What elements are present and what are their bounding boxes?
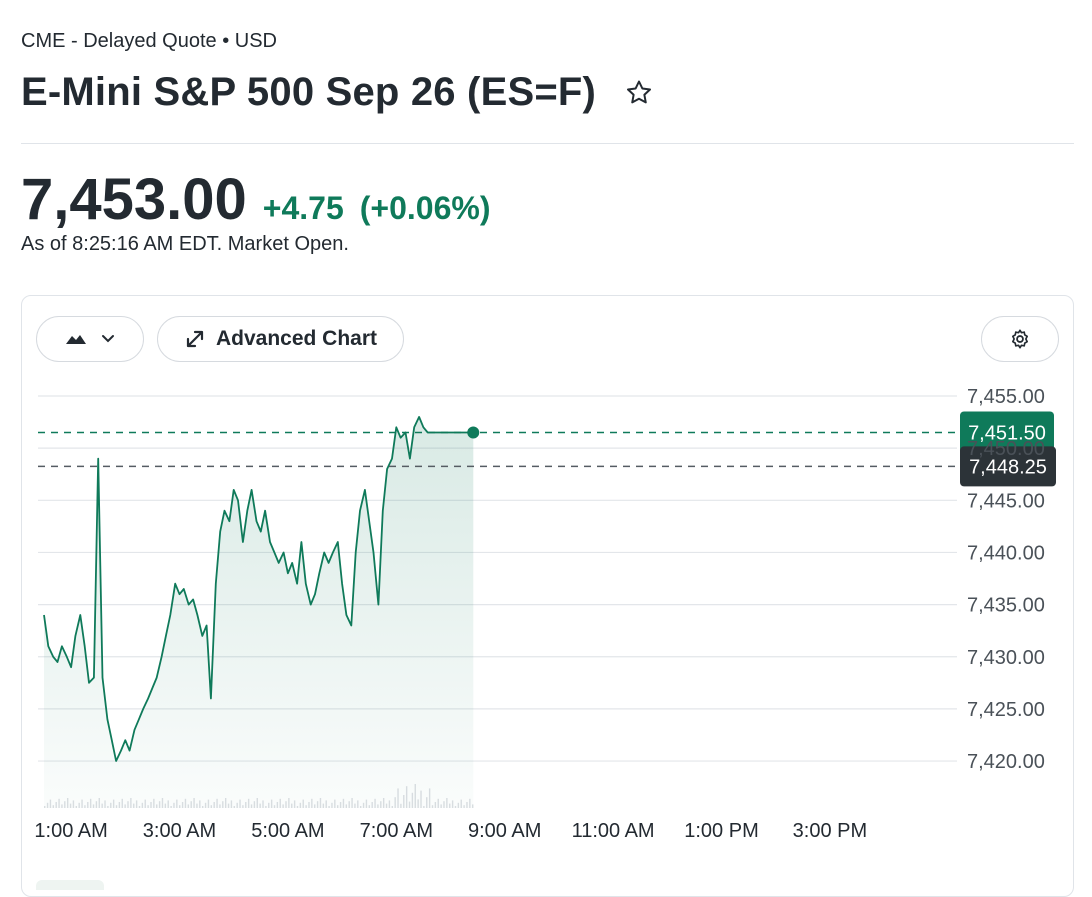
expand-icon xyxy=(186,330,204,348)
quote-row: 7,453.00 +4.75 (+0.06%) xyxy=(21,166,490,233)
x-tick-label: 9:00 AM xyxy=(468,820,541,842)
x-tick-label: 11:00 AM xyxy=(572,820,655,842)
quote-timestamp: As of 8:25:16 AM EDT. Market Open. xyxy=(21,233,349,255)
last-price: 7,453.00 xyxy=(21,167,247,232)
page-title: E-Mini S&P 500 Sep 26 (ES=F) xyxy=(21,70,597,114)
star-icon xyxy=(627,80,652,103)
x-tick-label: 1:00 PM xyxy=(684,820,758,842)
x-tick-label: 5:00 AM xyxy=(251,820,324,842)
title-row: E-Mini S&P 500 Sep 26 (ES=F) xyxy=(21,70,656,115)
last-price-badge-label: 7,451.50 xyxy=(968,423,1046,445)
x-tick-label: 3:00 PM xyxy=(793,820,867,842)
chart-type-dropdown[interactable] xyxy=(36,316,144,362)
header-divider xyxy=(21,143,1074,144)
x-tick-label: 1:00 AM xyxy=(34,820,107,842)
y-tick-label: 7,425.00 xyxy=(967,699,1045,721)
y-tick-label: 7,445.00 xyxy=(967,490,1045,512)
y-tick-label: 7,440.00 xyxy=(967,542,1045,564)
gear-icon xyxy=(1012,329,1028,349)
add-to-watchlist-button[interactable] xyxy=(622,76,656,110)
price-change-percent: (+0.06%) xyxy=(359,190,491,226)
chart-settings-button[interactable] xyxy=(981,316,1059,362)
previous-close-badge xyxy=(960,446,1056,487)
mountain-chart-icon xyxy=(66,335,86,344)
previous-close-badge-label: 7,448.25 xyxy=(969,456,1047,478)
chevron-down-icon xyxy=(102,335,114,343)
x-tick-label: 7:00 AM xyxy=(360,820,433,842)
advanced-chart-button[interactable]: Advanced Chart xyxy=(157,316,404,362)
y-tick-label: 7,430.00 xyxy=(967,647,1045,669)
price-area xyxy=(44,416,474,808)
y-tick-label: 7,455.00 xyxy=(967,386,1045,408)
y-tick-label: 7,435.00 xyxy=(967,595,1045,617)
x-tick-label: 3:00 AM xyxy=(143,820,216,842)
y-tick-label: 7,420.00 xyxy=(967,751,1045,773)
price-change: +4.75 xyxy=(262,190,344,226)
y-tick-label: 7,450.00 xyxy=(967,438,1045,460)
advanced-chart-label: Advanced Chart xyxy=(215,327,378,350)
last-price-dot xyxy=(467,426,480,439)
price-line xyxy=(43,416,474,762)
exchange-line: CME - Delayed Quote • USD xyxy=(21,30,277,52)
range-tab[interactable] xyxy=(36,880,104,890)
last-price-badge xyxy=(960,411,1054,454)
